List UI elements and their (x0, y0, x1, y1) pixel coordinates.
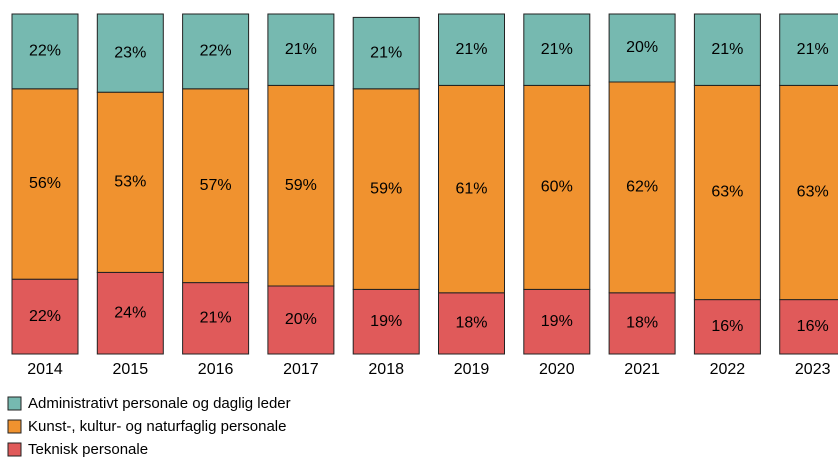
data-label: 22% (29, 308, 61, 325)
data-label: 23% (114, 44, 146, 61)
x-tick-label: 2016 (198, 361, 234, 378)
data-label: 62% (626, 179, 658, 196)
data-label: 21% (711, 41, 743, 58)
bar-segment (96, 271, 164, 355)
bar-segment (693, 13, 761, 86)
legend-swatch (7, 396, 22, 411)
bar-segment (608, 13, 676, 83)
data-label: 24% (114, 304, 146, 321)
bar-segment (523, 288, 591, 355)
data-label: 59% (285, 177, 317, 194)
x-tick-label: 2023 (795, 361, 831, 378)
bar-segment (523, 84, 591, 290)
bar-segment (438, 292, 505, 355)
bar-segment (779, 13, 838, 86)
legend-label: Kunst-, kultur- og naturfaglig personale (28, 418, 286, 435)
data-label: 18% (626, 315, 658, 332)
bar-segment (267, 13, 335, 86)
x-tick-label: 2015 (113, 361, 149, 378)
legend-swatch (7, 419, 22, 434)
bar-segment (96, 91, 164, 273)
data-label: 21% (541, 41, 573, 58)
bar-segment (438, 13, 505, 86)
data-label: 61% (455, 180, 487, 197)
bar-segment (182, 13, 250, 90)
data-label: 20% (626, 39, 658, 56)
data-label: 18% (455, 315, 487, 332)
bar-segment (11, 88, 79, 280)
bar-segment (267, 285, 335, 355)
bar-segment (693, 299, 761, 355)
data-label: 21% (370, 44, 402, 61)
bar-segment (11, 278, 79, 355)
data-label: 60% (541, 179, 573, 196)
bar-segment (438, 84, 505, 294)
bar-segment (779, 299, 838, 355)
data-label: 21% (200, 310, 232, 327)
x-tick-label: 2020 (539, 361, 575, 378)
x-tick-label: 2014 (27, 361, 63, 378)
data-label: 21% (797, 41, 829, 58)
bar-segment (352, 288, 420, 355)
legend-label: Teknisk personale (28, 441, 148, 458)
x-tick-label: 2018 (368, 361, 404, 378)
data-label: 16% (797, 318, 829, 335)
data-label: 57% (200, 177, 232, 194)
data-label: 20% (285, 311, 317, 328)
x-tick-label: 2019 (454, 361, 490, 378)
data-label: 21% (455, 41, 487, 58)
bar-segment (182, 282, 250, 355)
data-label: 22% (29, 43, 61, 60)
bar-segment (182, 88, 250, 284)
bar-segment (523, 13, 591, 86)
x-tick-label: 2021 (624, 361, 660, 378)
bar-segment (96, 13, 164, 93)
legend-swatch (7, 442, 22, 457)
data-label: 63% (711, 184, 743, 201)
data-label: 21% (285, 41, 317, 58)
x-tick-label: 2017 (283, 361, 319, 378)
bar-segment (608, 81, 676, 294)
data-label: 59% (370, 180, 402, 197)
bar-segment (693, 84, 761, 301)
data-label: 19% (541, 313, 573, 330)
data-label: 56% (29, 175, 61, 192)
data-label: 53% (114, 174, 146, 191)
bar-segment (352, 16, 420, 90)
bar-segment (267, 84, 335, 287)
bar-segment (11, 13, 79, 90)
data-label: 19% (370, 313, 402, 330)
x-tick-label: 2022 (710, 361, 746, 378)
data-label: 22% (200, 43, 232, 60)
bar-segment (779, 84, 838, 301)
legend-label: Administrativt personale og daglig leder (28, 395, 291, 412)
data-label: 16% (711, 318, 743, 335)
data-label: 63% (797, 184, 829, 201)
